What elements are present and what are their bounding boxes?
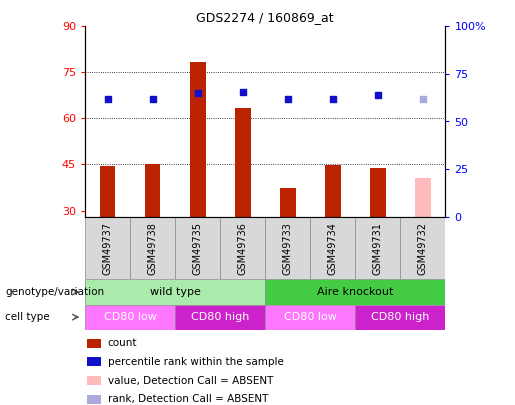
- Text: rank, Detection Call = ABSENT: rank, Detection Call = ABSENT: [108, 394, 268, 404]
- Bar: [415, 178, 431, 217]
- Text: GSM49731: GSM49731: [373, 222, 383, 275]
- Text: GSM49738: GSM49738: [148, 222, 158, 275]
- Text: CD80 low: CD80 low: [284, 312, 337, 322]
- Text: CD80 high: CD80 high: [191, 312, 249, 322]
- Point: [238, 89, 247, 95]
- Point: [419, 96, 427, 102]
- Bar: [355, 305, 445, 330]
- Text: count: count: [108, 338, 137, 348]
- Bar: [87, 339, 101, 347]
- Bar: [85, 305, 175, 330]
- Text: GSM49732: GSM49732: [418, 222, 428, 275]
- Title: GDS2274 / 160869_at: GDS2274 / 160869_at: [196, 11, 334, 24]
- Text: GSM49736: GSM49736: [238, 222, 248, 275]
- Bar: [370, 168, 386, 217]
- Bar: [145, 164, 161, 217]
- Text: CD80 low: CD80 low: [104, 312, 157, 322]
- Point: [104, 96, 112, 102]
- Text: value, Detection Call = ABSENT: value, Detection Call = ABSENT: [108, 375, 273, 386]
- Text: GSM49737: GSM49737: [102, 222, 112, 275]
- Point: [284, 96, 292, 102]
- Bar: [175, 217, 220, 279]
- Bar: [280, 188, 296, 217]
- Point: [148, 96, 157, 102]
- Bar: [235, 108, 251, 217]
- Bar: [87, 357, 101, 366]
- Point: [374, 92, 382, 98]
- Bar: [220, 217, 265, 279]
- Bar: [99, 166, 115, 217]
- Text: Aire knockout: Aire knockout: [317, 287, 393, 297]
- Bar: [85, 279, 265, 305]
- Bar: [190, 62, 205, 217]
- Bar: [355, 217, 401, 279]
- Bar: [265, 305, 355, 330]
- Bar: [265, 279, 445, 305]
- Text: CD80 high: CD80 high: [371, 312, 430, 322]
- Text: cell type: cell type: [5, 312, 50, 322]
- Bar: [87, 395, 101, 404]
- Bar: [325, 165, 341, 217]
- Text: genotype/variation: genotype/variation: [5, 287, 104, 297]
- Text: GSM49734: GSM49734: [328, 222, 338, 275]
- Point: [329, 96, 337, 102]
- Bar: [87, 376, 101, 385]
- Text: GSM49735: GSM49735: [193, 222, 202, 275]
- Bar: [310, 217, 355, 279]
- Bar: [401, 217, 445, 279]
- Point: [194, 90, 202, 96]
- Bar: [85, 217, 130, 279]
- Bar: [265, 217, 310, 279]
- Bar: [130, 217, 175, 279]
- Text: percentile rank within the sample: percentile rank within the sample: [108, 357, 284, 367]
- Bar: [175, 305, 265, 330]
- Text: wild type: wild type: [150, 287, 200, 297]
- Text: GSM49733: GSM49733: [283, 222, 293, 275]
